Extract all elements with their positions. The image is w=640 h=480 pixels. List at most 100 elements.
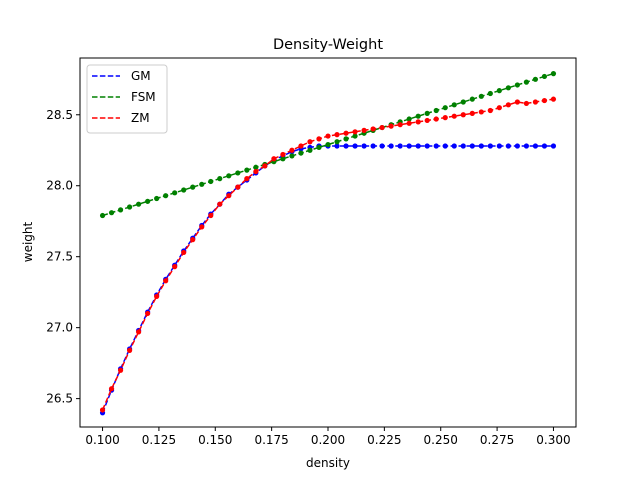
data-point-fsm: [127, 204, 133, 210]
data-point-fsm: [496, 88, 502, 94]
data-point-fsm: [541, 73, 548, 80]
data-point-zm: [487, 107, 493, 114]
data-point-gm: [370, 143, 376, 149]
series-zm: [99, 96, 557, 413]
data-point-fsm: [154, 195, 160, 202]
data-point-zm: [280, 151, 286, 158]
data-point-zm: [289, 147, 295, 153]
chart-title: Density-Weight: [273, 37, 383, 53]
data-point-gm: [361, 143, 367, 149]
data-point-fsm: [289, 153, 295, 159]
y-tick-label: 26.5: [46, 392, 73, 406]
data-point-gm: [478, 143, 484, 149]
x-tick-label: 0.175: [254, 433, 288, 447]
data-point-zm: [217, 201, 223, 207]
data-point-zm: [307, 139, 313, 145]
data-point-fsm: [550, 71, 557, 77]
data-point-fsm: [226, 173, 232, 179]
data-point-zm: [469, 110, 475, 116]
data-point-zm: [244, 176, 250, 182]
legend-label-gm: GM: [131, 69, 151, 83]
data-point-fsm: [352, 133, 358, 139]
data-point-fsm: [406, 116, 412, 122]
data-point-gm: [451, 143, 457, 149]
data-point-fsm: [181, 187, 187, 193]
data-point-zm: [99, 407, 106, 413]
data-point-zm: [442, 115, 448, 121]
x-axis-label: density: [306, 456, 350, 470]
data-point-fsm: [469, 96, 475, 102]
data-point-zm: [325, 133, 331, 139]
data-point-zm: [379, 124, 385, 131]
data-point-gm: [532, 143, 539, 149]
data-point-fsm: [280, 156, 286, 162]
data-point-zm: [235, 184, 241, 190]
data-point-zm: [108, 386, 115, 392]
data-point-zm: [532, 99, 539, 105]
data-point-zm: [226, 193, 232, 199]
x-tick-label: 0.275: [480, 433, 514, 447]
data-point-fsm: [487, 90, 493, 97]
x-tick-label: 0.100: [85, 433, 119, 447]
data-point-fsm: [136, 201, 142, 207]
data-point-zm: [298, 143, 304, 149]
x-tick-label: 0.225: [367, 433, 401, 447]
x-tick-label: 0.250: [424, 433, 458, 447]
data-point-gm: [343, 143, 349, 149]
legend-label-fsm: FSM: [131, 90, 156, 104]
y-tick-label: 27.5: [46, 250, 73, 264]
data-point-zm: [127, 347, 133, 353]
data-point-zm: [397, 122, 403, 128]
data-point-fsm: [442, 105, 448, 111]
data-point-zm: [415, 119, 421, 125]
data-point-zm: [514, 99, 520, 105]
x-tick-label: 0.125: [142, 433, 176, 447]
data-point-fsm: [244, 167, 250, 173]
data-point-zm: [424, 117, 430, 124]
data-point-fsm: [532, 76, 539, 82]
data-point-zm: [352, 129, 358, 135]
data-point-fsm: [505, 85, 511, 91]
data-point-gm: [550, 143, 557, 149]
data-point-gm: [487, 143, 493, 149]
data-point-gm: [433, 143, 439, 149]
data-point-fsm: [334, 139, 340, 145]
data-point-fsm: [199, 181, 205, 187]
data-point-gm: [334, 143, 340, 149]
data-point-gm: [406, 143, 412, 149]
data-point-gm: [442, 143, 448, 149]
data-point-zm: [460, 112, 466, 118]
data-point-zm: [388, 123, 394, 129]
data-point-gm: [415, 143, 421, 149]
data-point-zm: [370, 126, 376, 132]
data-point-zm: [406, 120, 412, 126]
data-point-fsm: [316, 144, 322, 151]
data-point-gm: [523, 143, 530, 149]
x-tick-label: 0.300: [536, 433, 570, 447]
data-point-fsm: [523, 79, 530, 85]
data-point-zm: [117, 367, 124, 373]
data-point-zm: [451, 113, 457, 119]
data-point-zm: [361, 127, 367, 133]
series-fsm: [99, 71, 557, 219]
data-point-gm: [397, 143, 403, 149]
data-point-zm: [253, 168, 259, 175]
y-tick-label: 27.0: [46, 321, 73, 335]
data-point-fsm: [217, 176, 223, 182]
data-point-gm: [460, 143, 466, 149]
y-tick-label: 28.5: [46, 108, 73, 122]
y-axis-ticks: 26.5 27.0 27.5 28.0 28.5: [46, 108, 80, 406]
data-point-fsm: [190, 184, 196, 190]
data-point-fsm: [108, 210, 115, 216]
data-point-fsm: [208, 178, 214, 185]
data-point-fsm: [451, 102, 457, 108]
data-point-gm: [505, 143, 511, 149]
data-point-fsm: [307, 147, 313, 153]
data-point-zm: [496, 105, 502, 111]
data-point-fsm: [514, 82, 520, 88]
data-point-fsm: [99, 212, 106, 219]
data-point-zm: [541, 97, 548, 104]
series-gm: [99, 143, 557, 416]
data-point-fsm: [163, 193, 169, 199]
